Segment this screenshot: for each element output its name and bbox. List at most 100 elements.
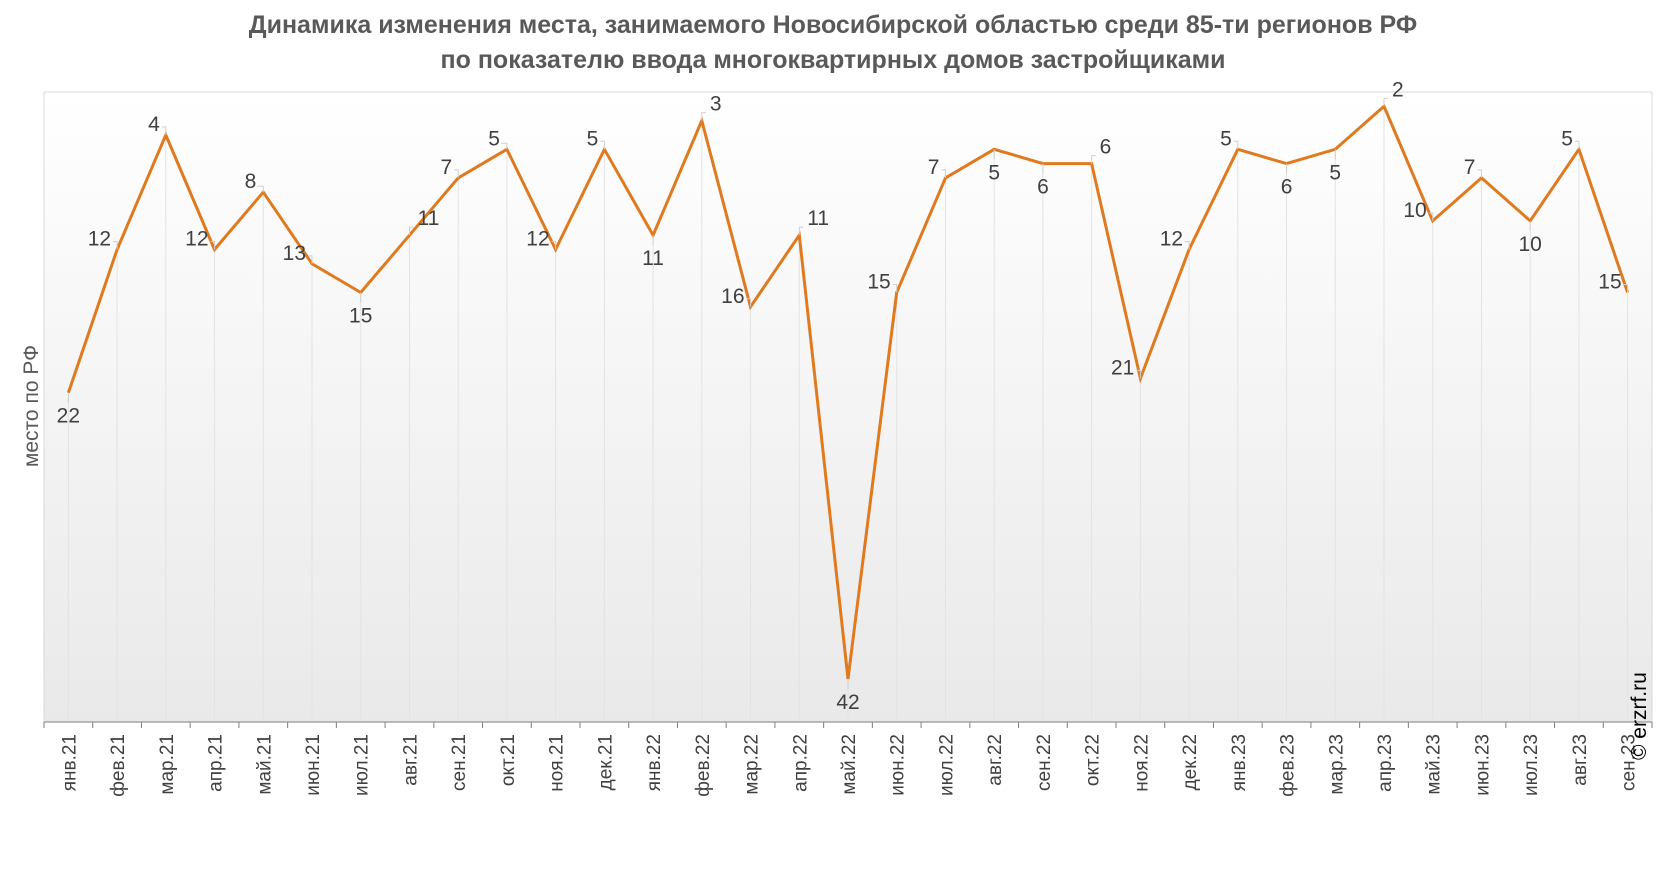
- data-label: 6: [1281, 176, 1293, 199]
- label-leader: [892, 283, 898, 293]
- data-label: 6: [1100, 136, 1112, 159]
- x-tick-label: фев.23: [1278, 734, 1299, 797]
- chart-title: Динамика изменения места, занимаемого Но…: [248, 11, 1418, 39]
- chart-title-block: Динамика изменения места, занимаемого Но…: [0, 8, 1666, 78]
- data-label: 8: [245, 170, 257, 193]
- label-leader: [1185, 241, 1190, 250]
- data-label: 5: [1220, 127, 1232, 150]
- data-label: 4: [148, 113, 160, 136]
- x-axis-labels: янв.21 фев.21 мар.21 апр.21 май.21 июн.21 июл.…: [59, 734, 1639, 797]
- data-label: 12: [526, 228, 549, 251]
- data-label: 15: [1598, 270, 1621, 293]
- data-label: 22: [57, 405, 80, 428]
- x-tick-label: фев.22: [693, 734, 714, 797]
- data-labels: 22 12 4 12 8 13 15 11 7 5 12 5 11 3 16 11 42 15 7 5 6 6 21 12 5 6…: [57, 78, 1622, 714]
- x-tick-label: апр.23: [1375, 734, 1396, 792]
- x-tick-label: май.22: [839, 734, 860, 795]
- y-axis-label: место по РФ: [20, 345, 43, 467]
- x-tick-label: апр.22: [790, 734, 811, 792]
- x-tick-label: апр.21: [206, 734, 227, 792]
- x-tick-label: июл.23: [1521, 734, 1542, 796]
- data-label: 11: [417, 207, 439, 230]
- data-label: 5: [488, 127, 500, 150]
- x-tick-label: мар.22: [742, 734, 763, 795]
- data-label: 12: [185, 228, 208, 251]
- label-leader: [454, 169, 459, 178]
- x-tick-label: авг.21: [400, 734, 421, 786]
- x-tick-label: авг.23: [1570, 734, 1591, 786]
- label-leader: [1428, 212, 1434, 221]
- label-leader: [600, 140, 605, 150]
- label-leader: [1091, 155, 1096, 164]
- label-leader: [500, 142, 508, 150]
- x-tick-label: июн.22: [888, 734, 909, 796]
- label-leader: [161, 126, 167, 135]
- x-tick-label: июл.22: [936, 734, 957, 796]
- data-label: 5: [587, 127, 599, 150]
- data-label: 42: [836, 691, 859, 714]
- drop-lines: [67, 106, 1629, 722]
- x-tick-label: фев.21: [108, 734, 129, 797]
- x-tick-label: янв.22: [644, 734, 665, 791]
- chart-subtitle: по показателю ввода многоквартирных домо…: [440, 46, 1226, 74]
- label-leader: [408, 226, 414, 236]
- x-tick-label: мар.23: [1326, 734, 1347, 795]
- data-label: 13: [283, 242, 306, 265]
- data-label: 16: [721, 285, 744, 308]
- x-axis-ticks: [43, 722, 1653, 728]
- label-leader: [1623, 283, 1629, 293]
- data-label: 10: [1519, 233, 1542, 256]
- label-leader: [798, 226, 804, 236]
- x-tick-label: янв.21: [59, 734, 80, 791]
- data-label: 2: [1392, 78, 1404, 101]
- x-tick-label: май.23: [1424, 734, 1445, 795]
- data-label: 11: [807, 207, 829, 230]
- data-label: 12: [88, 228, 111, 251]
- data-label: 21: [1111, 356, 1134, 379]
- data-label: 7: [928, 156, 940, 179]
- x-tick-label: июн.21: [303, 734, 324, 796]
- data-label: 10: [1403, 199, 1426, 222]
- label-leader: [308, 255, 313, 264]
- data-label: 3: [710, 93, 722, 116]
- label-leader: [1233, 140, 1239, 150]
- label-leader: [746, 298, 752, 307]
- label-leader: [257, 185, 264, 193]
- x-tick-label: сен.23: [1619, 734, 1640, 791]
- series-line: [66, 103, 1630, 680]
- x-tick-label: сен.21: [449, 734, 470, 791]
- x-tick-label: окт.21: [498, 734, 519, 786]
- data-label: 5: [1329, 161, 1341, 184]
- x-tick-label: май.21: [254, 734, 275, 795]
- x-tick-label: авг.22: [985, 734, 1006, 786]
- label-leader: [941, 169, 946, 178]
- x-tick-label: ноя.21: [547, 734, 568, 792]
- data-label: 12: [1160, 228, 1183, 251]
- x-tick-label: ноя.22: [1131, 734, 1152, 792]
- data-label: 7: [440, 156, 452, 179]
- label-leader: [1136, 369, 1141, 379]
- label-leader: [210, 241, 216, 250]
- data-label: 15: [349, 304, 372, 327]
- data-label: 6: [1037, 176, 1049, 199]
- data-label: 7: [1464, 156, 1476, 179]
- data-label: 5: [988, 161, 1000, 184]
- label-leader: [113, 241, 118, 250]
- label-leader-lines: [67, 97, 1629, 690]
- x-tick-label: окт.22: [1083, 734, 1104, 786]
- label-leader: [1383, 97, 1388, 107]
- copyright-text: © erzrf.ru: [1628, 672, 1651, 760]
- data-label: 11: [642, 247, 664, 270]
- x-tick-label: июн.23: [1472, 734, 1493, 796]
- label-leader: [551, 241, 557, 250]
- x-tick-label: дек.21: [595, 734, 616, 790]
- label-leader: [701, 112, 706, 121]
- label-leader: [1574, 140, 1580, 150]
- data-label: 15: [867, 270, 890, 293]
- x-tick-label: сен.22: [1034, 734, 1055, 791]
- x-tick-label: мар.21: [157, 734, 178, 795]
- label-leader: [1477, 169, 1482, 178]
- x-tick-label: июл.21: [352, 734, 373, 796]
- data-label: 5: [1561, 127, 1573, 150]
